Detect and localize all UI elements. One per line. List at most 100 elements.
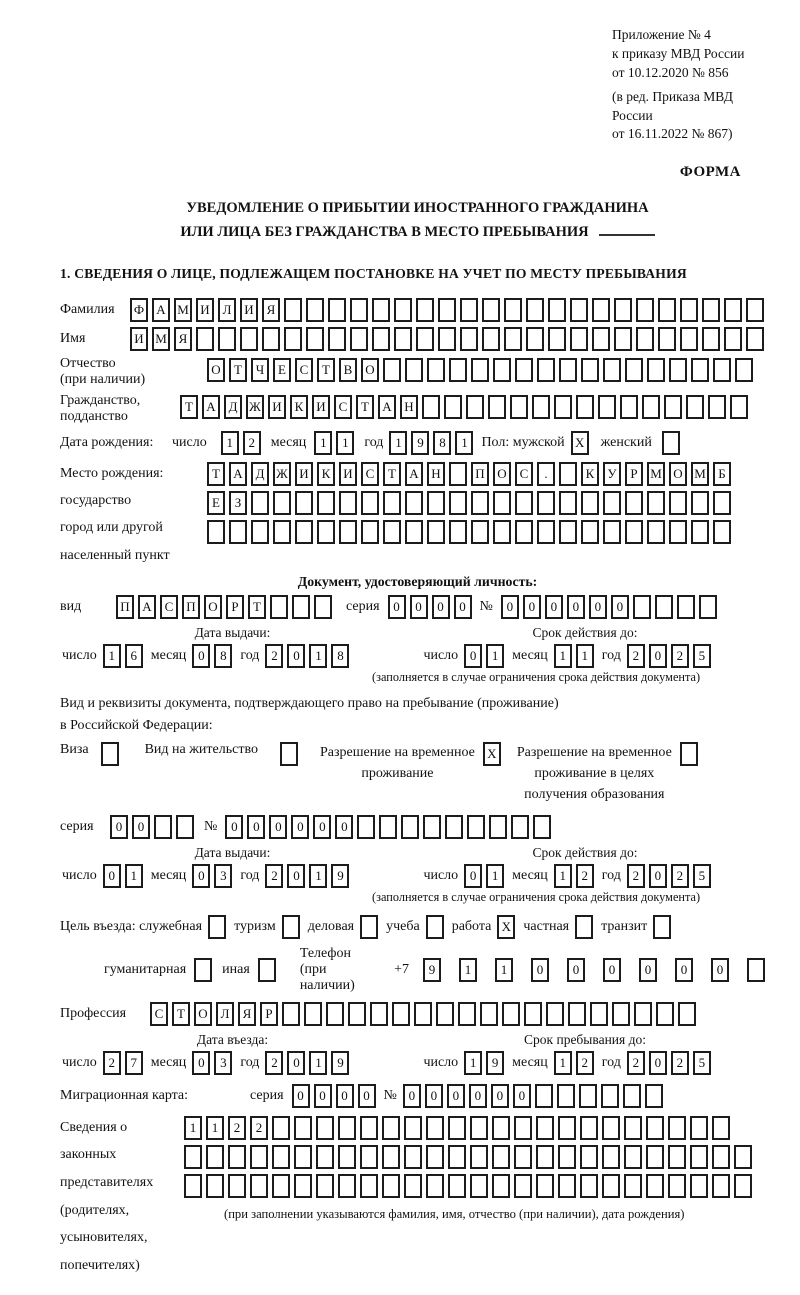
form-cell[interactable] xyxy=(532,394,550,419)
form-cell[interactable] xyxy=(328,326,346,351)
form-cell[interactable]: 2 xyxy=(575,863,594,888)
form-cell[interactable]: 0 xyxy=(402,1083,421,1108)
form-cell[interactable] xyxy=(502,1001,520,1026)
form-cell[interactable] xyxy=(460,326,478,351)
form-cell[interactable]: К xyxy=(581,461,599,486)
form-cell[interactable] xyxy=(680,326,698,351)
form-cell[interactable] xyxy=(467,814,486,839)
form-cell[interactable] xyxy=(712,1144,730,1169)
form-cell[interactable] xyxy=(295,490,313,515)
form-cell[interactable]: П xyxy=(116,594,134,619)
form-cell[interactable]: 2 xyxy=(102,1050,121,1075)
form-cell[interactable] xyxy=(669,490,687,515)
form-cell[interactable] xyxy=(570,326,588,351)
form-cell[interactable] xyxy=(686,394,704,419)
form-cell[interactable] xyxy=(735,357,753,382)
form-cell[interactable]: 0 xyxy=(468,1083,487,1108)
form-cell[interactable] xyxy=(422,394,440,419)
form-cell[interactable]: 8 xyxy=(331,643,350,668)
form-cell[interactable]: Т xyxy=(207,461,225,486)
form-cell[interactable] xyxy=(622,1083,641,1108)
form-cell[interactable]: В xyxy=(339,357,357,382)
form-cell[interactable] xyxy=(515,490,533,515)
form-cell[interactable] xyxy=(578,1083,597,1108)
form-cell[interactable] xyxy=(668,1173,686,1198)
form-cell[interactable] xyxy=(304,1001,322,1026)
form-cell[interactable] xyxy=(176,814,194,839)
form-cell[interactable]: Т xyxy=(317,357,335,382)
form-cell[interactable] xyxy=(554,394,572,419)
form-cell[interactable]: 1 xyxy=(206,1115,224,1140)
form-cell[interactable] xyxy=(360,1144,378,1169)
form-cell[interactable] xyxy=(294,1144,312,1169)
form-cell[interactable]: 0 xyxy=(588,594,607,619)
form-cell[interactable] xyxy=(426,1115,444,1140)
form-cell[interactable] xyxy=(317,519,335,544)
form-cell[interactable] xyxy=(357,814,376,839)
form-cell[interactable] xyxy=(625,357,643,382)
form-cell[interactable] xyxy=(272,1173,290,1198)
form-cell[interactable] xyxy=(603,519,621,544)
form-cell[interactable]: 1 xyxy=(309,643,328,668)
form-cell[interactable]: 0 xyxy=(500,594,519,619)
form-cell[interactable]: 1 xyxy=(495,957,513,982)
form-cell[interactable] xyxy=(526,326,544,351)
form-cell[interactable] xyxy=(427,519,445,544)
form-cell[interactable]: Ч xyxy=(251,357,269,382)
form-cell[interactable]: С xyxy=(160,594,178,619)
form-cell[interactable] xyxy=(661,430,680,455)
form-cell[interactable] xyxy=(401,814,420,839)
form-cell[interactable] xyxy=(338,1115,356,1140)
form-cell[interactable] xyxy=(272,1144,290,1169)
form-cell[interactable]: 1 xyxy=(102,643,121,668)
form-cell[interactable] xyxy=(184,1173,202,1198)
form-cell[interactable] xyxy=(614,326,632,351)
form-cell[interactable]: 1 xyxy=(389,430,408,455)
form-cell[interactable]: 1 xyxy=(314,430,333,455)
form-cell[interactable] xyxy=(339,490,357,515)
form-cell[interactable] xyxy=(558,1144,576,1169)
form-cell[interactable] xyxy=(524,1001,542,1026)
form-cell[interactable]: 2 xyxy=(242,430,261,455)
form-cell[interactable] xyxy=(492,1144,510,1169)
form-cell[interactable] xyxy=(646,1144,664,1169)
form-cell[interactable] xyxy=(317,490,335,515)
form-cell[interactable] xyxy=(208,914,227,939)
form-cell[interactable]: А xyxy=(152,297,170,322)
form-cell[interactable] xyxy=(658,326,676,351)
form-cell[interactable] xyxy=(270,594,288,619)
form-cell[interactable]: И xyxy=(312,394,330,419)
form-cell[interactable] xyxy=(316,1144,334,1169)
form-cell[interactable] xyxy=(592,326,610,351)
form-cell[interactable] xyxy=(196,326,214,351)
form-cell[interactable] xyxy=(482,297,500,322)
form-cell[interactable]: 2 xyxy=(250,1115,268,1140)
form-cell[interactable]: 0 xyxy=(490,1083,509,1108)
form-cell[interactable] xyxy=(194,957,213,982)
form-cell[interactable]: З xyxy=(229,490,247,515)
form-cell[interactable] xyxy=(624,1144,642,1169)
form-cell[interactable]: 0 xyxy=(192,1050,211,1075)
form-cell[interactable] xyxy=(493,519,511,544)
form-cell[interactable]: А xyxy=(405,461,423,486)
form-cell[interactable] xyxy=(361,490,379,515)
form-cell[interactable] xyxy=(746,297,764,322)
form-cell[interactable] xyxy=(207,519,225,544)
form-cell[interactable]: . xyxy=(537,461,555,486)
form-cell[interactable] xyxy=(537,519,555,544)
form-cell[interactable] xyxy=(558,1115,576,1140)
form-cell[interactable] xyxy=(546,1001,564,1026)
form-cell[interactable] xyxy=(423,814,442,839)
form-cell[interactable] xyxy=(326,1001,344,1026)
form-cell[interactable] xyxy=(533,814,552,839)
form-cell[interactable] xyxy=(642,394,660,419)
form-cell[interactable] xyxy=(558,1173,576,1198)
form-cell[interactable] xyxy=(669,357,687,382)
form-cell[interactable]: 0 xyxy=(648,643,667,668)
form-cell[interactable]: X xyxy=(497,914,516,939)
form-cell[interactable] xyxy=(702,297,720,322)
form-cell[interactable] xyxy=(708,394,726,419)
form-cell[interactable] xyxy=(691,357,709,382)
form-cell[interactable]: 5 xyxy=(692,643,711,668)
form-cell[interactable]: 0 xyxy=(567,957,585,982)
